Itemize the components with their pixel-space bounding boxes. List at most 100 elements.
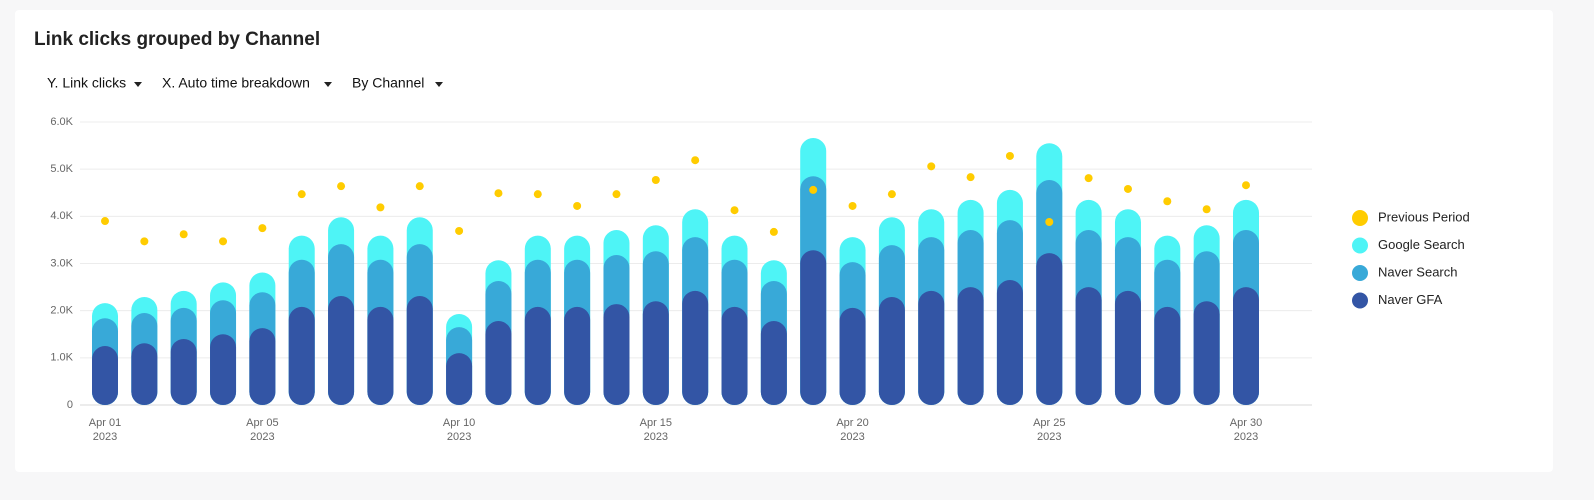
previous-period-dot bbox=[533, 190, 542, 199]
y-tick-label: 4.0K bbox=[50, 210, 73, 222]
x-tick-sublabel: 2023 bbox=[447, 431, 471, 443]
y-tick-label: 1.0K bbox=[50, 352, 73, 364]
bar-segment bbox=[760, 321, 787, 405]
previous-period-dot bbox=[927, 162, 936, 171]
bar-segment bbox=[1036, 253, 1063, 405]
bar-segment bbox=[328, 296, 355, 405]
previous-period-dot bbox=[376, 203, 385, 212]
dropdown-label[interactable]: By Channel bbox=[352, 75, 424, 91]
previous-period-dot bbox=[769, 227, 778, 236]
previous-period-dot bbox=[258, 224, 267, 233]
previous-period-dot bbox=[455, 226, 464, 235]
dropdown-arrow[interactable] bbox=[435, 82, 443, 87]
previous-period-dot bbox=[651, 176, 660, 185]
previous-period-dot bbox=[573, 201, 582, 210]
x-tick-label: Apr 01 bbox=[89, 417, 121, 429]
previous-period-dot bbox=[101, 217, 109, 226]
previous-period-dot bbox=[730, 206, 739, 215]
x-tick-sublabel: 2023 bbox=[93, 431, 117, 443]
x-tick-label: Apr 10 bbox=[443, 417, 475, 429]
group-dropdown[interactable]: By Channel bbox=[352, 75, 443, 91]
dropdown-arrow[interactable] bbox=[134, 82, 142, 87]
previous-period-dot bbox=[1163, 197, 1172, 206]
previous-period-dot bbox=[887, 190, 896, 199]
bar-segment bbox=[839, 307, 866, 405]
x-tick-sublabel: 2023 bbox=[1037, 431, 1061, 443]
bar-segment bbox=[1114, 290, 1141, 405]
previous-period-dot bbox=[809, 185, 818, 194]
bar-segment bbox=[288, 306, 315, 405]
legend-label: Previous Period bbox=[1378, 209, 1470, 224]
bar-segment bbox=[1233, 287, 1259, 405]
bar-segment bbox=[957, 287, 984, 405]
previous-period-dot bbox=[1202, 205, 1211, 214]
legend-swatch bbox=[1352, 210, 1368, 226]
legend-label: Google Search bbox=[1378, 237, 1465, 252]
chart-title: Link clicks grouped by Channel bbox=[34, 29, 320, 50]
dropdown-label[interactable]: X. Auto time breakdown bbox=[162, 75, 310, 91]
bar-segment bbox=[918, 290, 945, 405]
bar-segment bbox=[170, 338, 197, 405]
bar-segment bbox=[406, 296, 433, 405]
previous-period-dot bbox=[337, 182, 346, 191]
x-tick-label: Apr 20 bbox=[836, 417, 868, 429]
previous-period-dot bbox=[1005, 151, 1014, 160]
x-tick-label: Apr 05 bbox=[246, 417, 278, 429]
y-dropdown[interactable]: Y. Link clicks bbox=[47, 75, 142, 91]
y-tick-label: 5.0K bbox=[50, 163, 73, 175]
legend-swatch bbox=[1352, 292, 1368, 309]
previous-period-dot bbox=[1123, 184, 1132, 193]
x-tick-sublabel: 2023 bbox=[1234, 431, 1258, 443]
previous-period-dot bbox=[966, 173, 975, 182]
previous-period-dot bbox=[691, 156, 700, 165]
x-tick-sublabel: 2023 bbox=[250, 431, 274, 443]
bar-segment bbox=[878, 296, 905, 405]
x-tick-label: Apr 15 bbox=[640, 417, 672, 429]
bar-segment bbox=[682, 290, 709, 405]
bar-segment bbox=[485, 321, 512, 405]
x-tick-label: Apr 30 bbox=[1230, 417, 1262, 429]
bar-segment bbox=[1193, 301, 1220, 405]
bar-segment bbox=[603, 304, 630, 405]
previous-period-dot bbox=[179, 230, 188, 239]
bar-segment bbox=[249, 328, 276, 405]
bar-segment bbox=[210, 334, 237, 405]
previous-period-dot bbox=[297, 190, 306, 199]
bar-segment bbox=[642, 301, 669, 405]
dropdown-label[interactable]: Y. Link clicks bbox=[47, 75, 126, 91]
y-tick-label: 3.0K bbox=[50, 257, 73, 269]
bar-segment bbox=[524, 306, 551, 405]
legend-swatch bbox=[1352, 237, 1368, 254]
y-tick-label: 0 bbox=[67, 399, 73, 411]
dropdown-arrow[interactable] bbox=[324, 82, 332, 87]
x-tick-sublabel: 2023 bbox=[644, 431, 668, 443]
legend-swatch bbox=[1352, 265, 1368, 281]
bar-segment bbox=[564, 306, 591, 405]
previous-period-dot bbox=[219, 237, 228, 246]
previous-period-dot bbox=[140, 237, 149, 246]
x-tick-label: Apr 25 bbox=[1033, 417, 1065, 429]
previous-period-dot bbox=[1242, 181, 1250, 190]
y-tick-label: 2.0K bbox=[50, 305, 73, 317]
previous-period-dot bbox=[1045, 217, 1054, 226]
bar-segment bbox=[446, 353, 473, 405]
bar-segment bbox=[996, 280, 1023, 405]
previous-period-dot bbox=[415, 182, 424, 191]
bar-segment bbox=[92, 346, 118, 405]
y-tick-label: 6.0K bbox=[50, 116, 73, 128]
bar-segment bbox=[131, 343, 158, 405]
legend-label: Naver GFA bbox=[1378, 292, 1443, 307]
bar-segment bbox=[1154, 306, 1181, 405]
bar-segment bbox=[1075, 287, 1102, 405]
bar-segment bbox=[800, 250, 827, 405]
bar-segment bbox=[721, 306, 748, 405]
legend-label: Naver Search bbox=[1378, 264, 1457, 279]
previous-period-dot bbox=[494, 189, 503, 198]
previous-period-dot bbox=[612, 190, 621, 199]
x-tick-sublabel: 2023 bbox=[840, 431, 864, 443]
bar-segment bbox=[367, 306, 394, 405]
previous-period-dot bbox=[1084, 174, 1093, 183]
x-dropdown[interactable]: X. Auto time breakdown bbox=[162, 75, 332, 91]
